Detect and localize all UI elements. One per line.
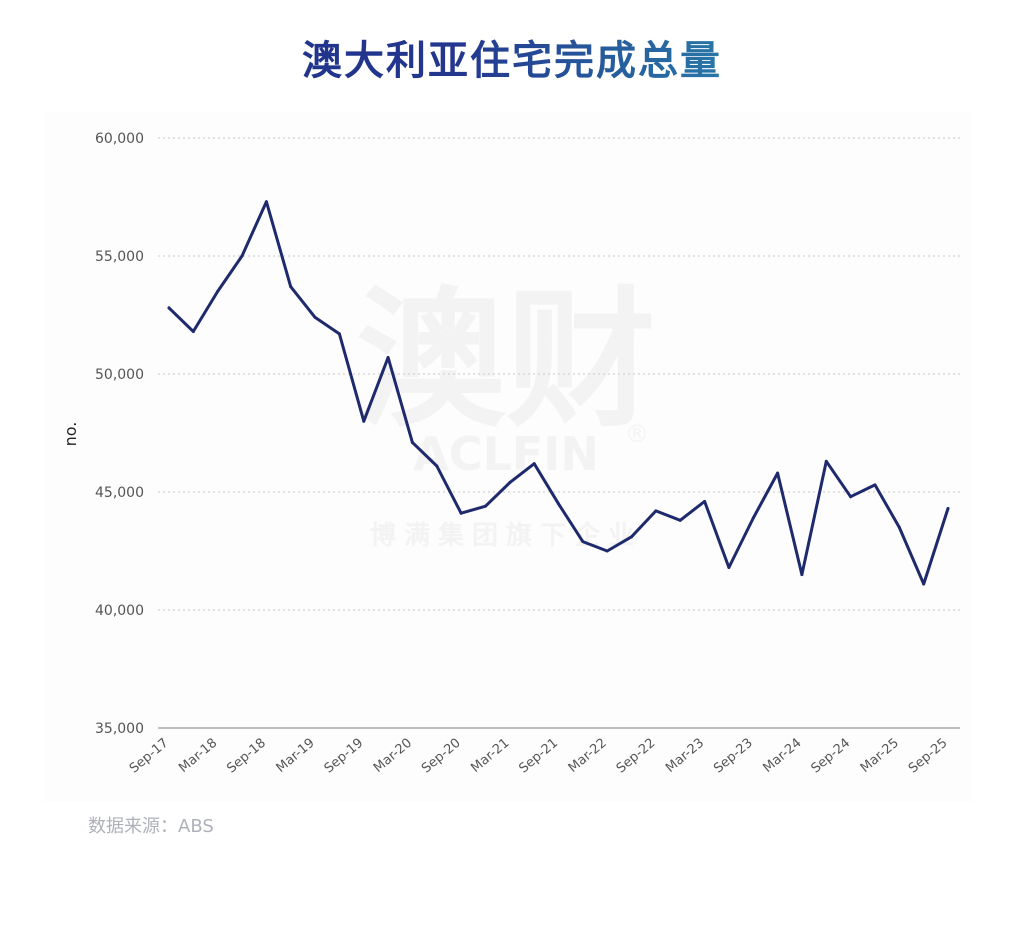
data-point bbox=[337, 332, 341, 336]
x-tick-label: Mar-19 bbox=[274, 736, 318, 776]
y-tick-label: 55,000 bbox=[95, 249, 144, 265]
data-point bbox=[386, 355, 390, 359]
x-tick-label: Mar-24 bbox=[760, 736, 804, 776]
data-point bbox=[581, 540, 585, 544]
data-point bbox=[630, 535, 634, 539]
data-point bbox=[289, 285, 293, 289]
data-point bbox=[240, 254, 244, 258]
y-axis-ticks: 35,000 40,000 45,000 50,000 55,000 60,000 bbox=[95, 131, 144, 737]
x-axis-ticks: Sep-17 Mar-18 Sep-18 Mar-19 Sep-19 Mar-20 Sep-… bbox=[127, 736, 951, 777]
watermark-logo: 澳财 ACLFIN ® 博满集团旗下企业 bbox=[356, 274, 656, 551]
watermark-registered-mark: ® bbox=[625, 420, 649, 448]
data-point bbox=[483, 504, 487, 508]
data-point bbox=[824, 459, 828, 463]
x-tick-label: Sep-22 bbox=[614, 736, 659, 777]
data-point bbox=[776, 471, 780, 475]
y-tick-label: 50,000 bbox=[95, 367, 144, 383]
chart-panel: 澳财 ACLFIN ® 博满集团旗下企业 35,000 40,000 45,000 5… bbox=[44, 112, 972, 802]
line-chart: 澳财 ACLFIN ® 博满集团旗下企业 35,000 40,000 45,000 5… bbox=[61, 131, 960, 777]
series-group bbox=[167, 200, 950, 586]
data-point bbox=[849, 495, 853, 499]
x-tick-label: Mar-21 bbox=[468, 736, 512, 776]
data-point bbox=[654, 509, 658, 513]
y-tick-label: 60,000 bbox=[95, 131, 144, 147]
y-tick-label: 35,000 bbox=[95, 721, 144, 737]
x-tick-label: Sep-17 bbox=[127, 736, 172, 777]
data-point bbox=[459, 511, 463, 515]
x-tick-label: Sep-23 bbox=[711, 736, 756, 777]
x-tick-label: Mar-25 bbox=[858, 736, 902, 776]
y-tick-label: 40,000 bbox=[95, 603, 144, 619]
source-note: 数据来源：ABS bbox=[88, 816, 214, 837]
watermark-logo-text: 澳财 bbox=[356, 274, 656, 448]
watermark-subtitle: 博满集团旗下企业 bbox=[370, 520, 642, 551]
watermark-brand-text: ACLFIN bbox=[413, 427, 599, 481]
data-point bbox=[264, 200, 268, 204]
data-point bbox=[435, 464, 439, 468]
data-point bbox=[873, 483, 877, 487]
x-tick-label: Sep-20 bbox=[419, 736, 464, 777]
x-tick-label: Mar-18 bbox=[176, 736, 220, 776]
y-axis-label: no. bbox=[61, 422, 80, 447]
data-point bbox=[703, 499, 707, 503]
x-tick-label: Sep-19 bbox=[322, 736, 367, 777]
x-tick-label: Mar-23 bbox=[663, 736, 707, 776]
x-tick-label: Sep-18 bbox=[224, 736, 269, 777]
data-point bbox=[410, 440, 414, 444]
x-tick-label: Sep-21 bbox=[516, 736, 561, 777]
data-point bbox=[167, 306, 171, 310]
data-point bbox=[557, 502, 560, 506]
data-point bbox=[800, 573, 804, 577]
y-tick-label: 45,000 bbox=[95, 485, 144, 501]
x-tick-label: Sep-24 bbox=[809, 736, 854, 777]
data-point bbox=[605, 549, 609, 553]
data-point bbox=[678, 518, 682, 522]
data-point bbox=[313, 315, 317, 319]
x-tick-label: Sep-25 bbox=[906, 736, 951, 777]
gridlines bbox=[158, 137, 960, 729]
x-tick-label: Mar-22 bbox=[566, 736, 610, 776]
data-point bbox=[922, 582, 926, 586]
data-point bbox=[727, 566, 731, 570]
chart-title: 澳大利亚住宅完成总量 bbox=[0, 28, 1024, 86]
data-point bbox=[946, 507, 950, 511]
data-point bbox=[191, 330, 195, 334]
data-point bbox=[897, 525, 901, 529]
data-point bbox=[508, 481, 512, 485]
data-point bbox=[362, 419, 366, 423]
data-point bbox=[532, 462, 536, 466]
data-point bbox=[751, 516, 755, 520]
x-tick-label: Mar-20 bbox=[371, 736, 415, 776]
data-point bbox=[216, 289, 220, 293]
